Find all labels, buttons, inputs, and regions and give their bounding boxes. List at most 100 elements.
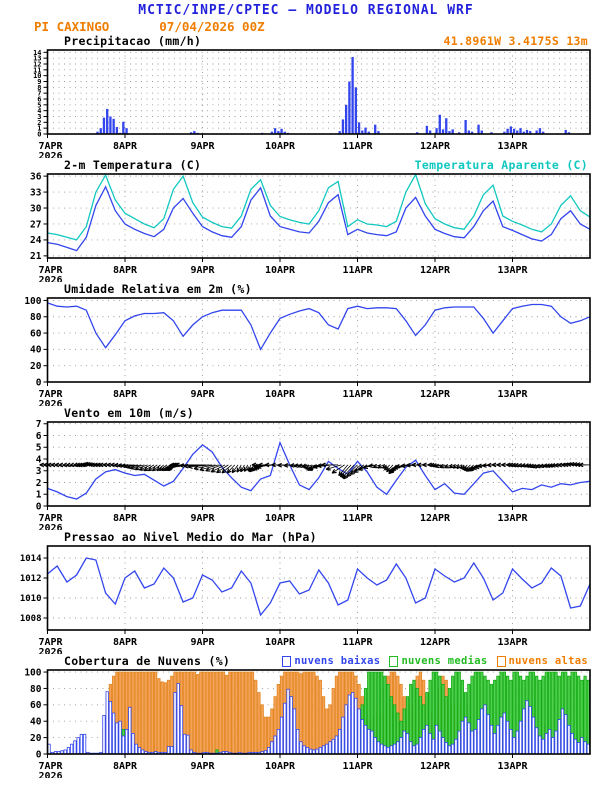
wind-arrow-head — [139, 466, 144, 471]
wind-arrow-head — [460, 464, 463, 470]
wind-arrow-head — [69, 462, 75, 466]
cloud-bar — [434, 724, 439, 755]
x-tick-label: 10APR — [265, 761, 296, 772]
wind-arrow-head — [258, 462, 263, 466]
cloud-bar — [383, 675, 387, 755]
wind-arrow-shaft — [331, 464, 345, 474]
wind-arrow-head — [117, 463, 122, 467]
cloud-bar — [409, 741, 413, 755]
cloud-bar — [144, 671, 148, 755]
y-tick-label: 6 — [37, 95, 41, 103]
cloud-bar — [412, 679, 416, 755]
y-tick-label: 7 — [37, 90, 41, 98]
apparent-temp-label: Temperatura Aparente (C) — [414, 158, 588, 172]
cloud-bar — [447, 745, 452, 755]
cloud-bar — [547, 729, 552, 755]
cloud-bar — [195, 674, 200, 755]
wind-arrow-head — [120, 463, 126, 467]
precip-bar — [516, 130, 519, 134]
cloud-bar — [273, 735, 277, 755]
precip-bar — [280, 128, 283, 134]
wind-arrow-head — [271, 462, 276, 466]
wind-arrow-head — [221, 468, 225, 474]
x-year-label: 2026 — [39, 771, 63, 778]
precip-bar — [435, 128, 438, 134]
wind-arrow-head — [444, 463, 449, 469]
cloud-bar — [199, 671, 203, 755]
cloud-bar — [586, 679, 590, 755]
cloud-bar — [350, 692, 355, 755]
y-tick-label: 12 — [33, 60, 41, 68]
y-tick-label: 40 — [30, 345, 42, 356]
wind-arrow-head — [305, 465, 310, 470]
x-tick-label: 9APR — [190, 637, 215, 648]
wind-arrow-head — [58, 462, 64, 466]
wind-arrow-shaft — [194, 464, 216, 470]
wind-arrow-head — [73, 462, 78, 466]
x-tick-label: 9APR — [190, 389, 215, 400]
x-year-label: 2026 — [39, 399, 63, 406]
precip-bar — [99, 128, 102, 134]
wind-arrow-head — [535, 463, 540, 468]
precip-bar — [525, 129, 529, 134]
cloud-bar — [489, 724, 494, 755]
wind-arrow-head — [264, 462, 270, 466]
precip-bar — [341, 119, 345, 134]
wind-arrow-shaft — [341, 464, 355, 479]
y-tick-label: 33 — [30, 187, 42, 198]
cloud-bar — [402, 730, 406, 755]
y-tick-label: 0 — [37, 130, 41, 138]
wind-arrow-head — [50, 462, 56, 466]
cloud-bar — [522, 708, 526, 755]
wind-arrow-head — [156, 466, 160, 471]
temperatura-aparente-line — [47, 172, 591, 241]
cloud-bar — [554, 730, 558, 755]
wind-arrow-head — [482, 463, 487, 467]
cloud-bar — [121, 735, 125, 755]
cloud-bar — [389, 745, 393, 755]
cloud-bar — [415, 743, 419, 755]
wind-arrow-head — [400, 463, 406, 467]
cloud-bar — [205, 671, 209, 755]
wind-arrow-head — [377, 464, 382, 469]
wind-arrow-head — [520, 463, 526, 467]
wind-arrow-head — [339, 472, 343, 477]
plot-frame — [46, 545, 591, 631]
panel-title-humidity: Umidade Relativa em 2m (%) — [64, 282, 252, 296]
cloud-bar — [260, 704, 264, 755]
precip-bar — [529, 131, 532, 134]
wind-arrow-head — [90, 462, 95, 466]
x-tick-label: 12APR — [420, 141, 451, 152]
cloud-bar — [505, 720, 510, 755]
cloud-bar — [538, 735, 542, 755]
panel-title-precipitation: Precipitacao (mm/h) — [64, 34, 202, 48]
x-tick-label: 8APR — [113, 389, 138, 400]
wind-arrow-head — [143, 466, 148, 471]
precip-bar — [509, 126, 512, 134]
y-tick-label: 80 — [30, 684, 42, 695]
y-tick-label: 1008 — [20, 614, 42, 624]
cloud-bar — [357, 708, 361, 755]
cloud-bar — [76, 737, 80, 755]
wind-arrow-head — [113, 462, 119, 466]
y-tick-label: 11 — [33, 66, 41, 74]
wind-arrow-head — [248, 467, 251, 472]
legend-label-high: nuvens altas — [508, 655, 588, 667]
wind-arrow-head — [171, 462, 177, 466]
x-tick-label: 8APR — [113, 141, 138, 152]
cloud-bar — [425, 724, 429, 755]
precip-bar — [416, 132, 419, 134]
wind-arrow-head — [199, 466, 204, 471]
cloud-bar — [438, 730, 442, 755]
cloud-bar — [386, 683, 390, 755]
y-tick-label: 60 — [30, 328, 42, 339]
wind-arrow-head — [432, 463, 437, 467]
cloud-bar — [166, 746, 171, 755]
x-tick-label: 9APR — [190, 141, 215, 152]
precip-bar — [503, 131, 506, 134]
cloud-bar — [163, 682, 167, 755]
x-tick-label: 8APR — [113, 513, 138, 524]
cloud-bar — [451, 743, 455, 755]
run-datetime: 07/04/2026 00Z — [159, 19, 265, 34]
report-subtitle: PI CAXINGO 07/04/2026 00Z — [0, 19, 612, 34]
